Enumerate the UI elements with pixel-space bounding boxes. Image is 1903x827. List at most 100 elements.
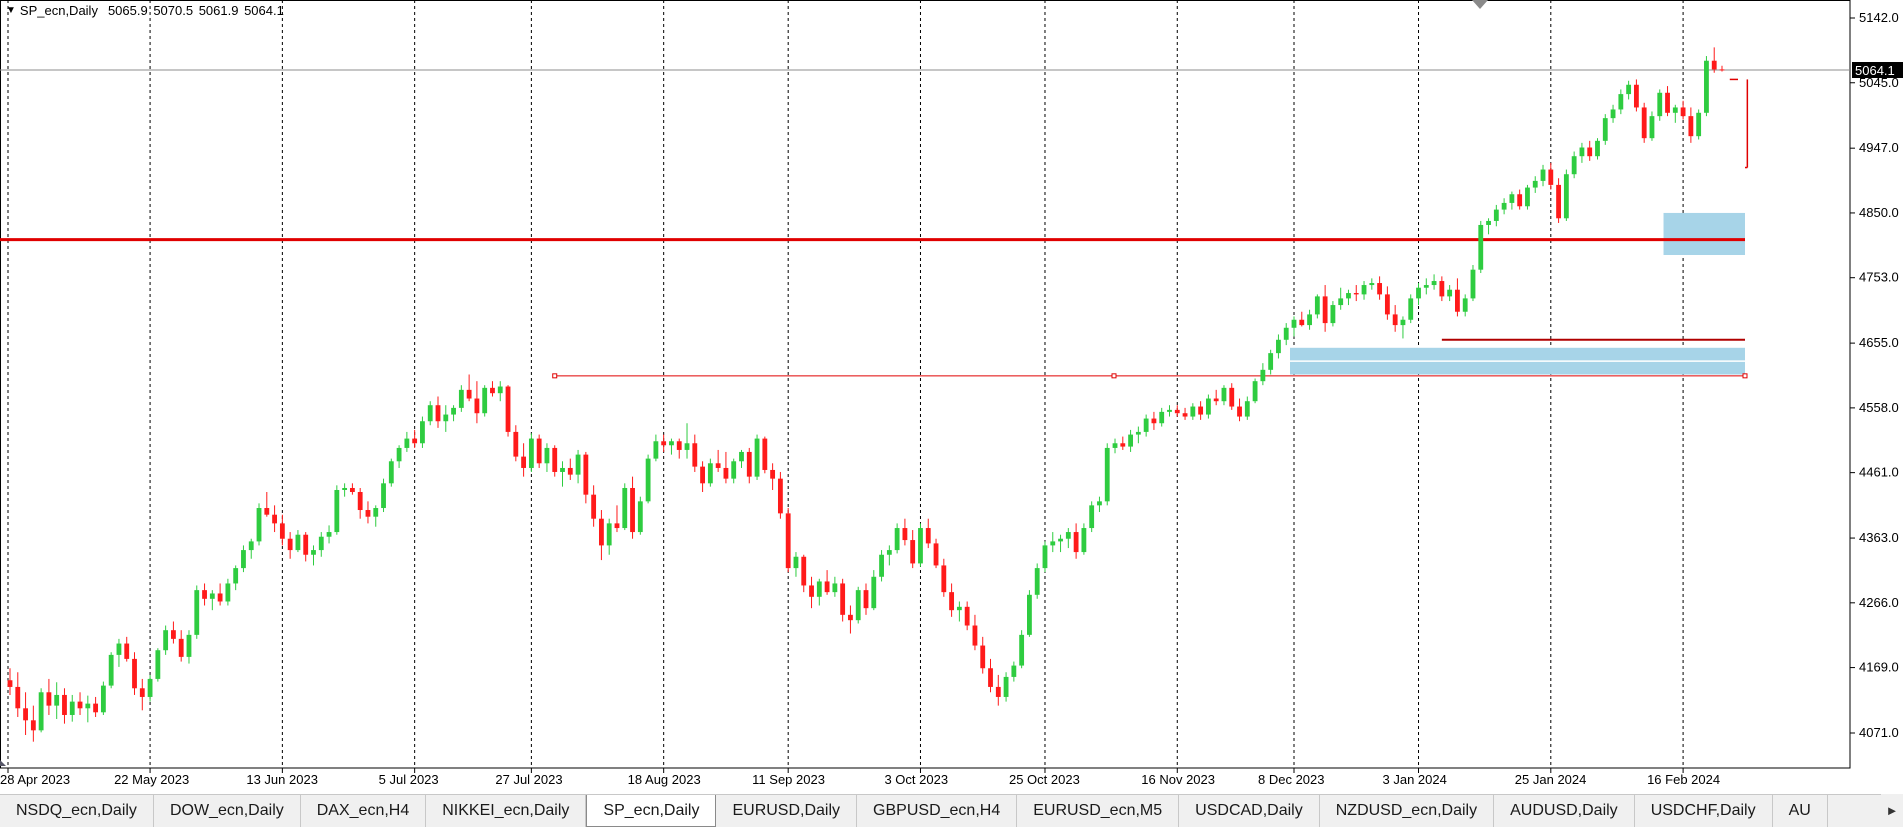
bear-candle[interactable] (46, 692, 52, 706)
bear-candle[interactable] (1439, 281, 1445, 297)
bear-candle[interactable] (949, 592, 955, 611)
bull-candle[interactable] (1081, 528, 1087, 553)
tab-usdchf-daily[interactable]: USDCHF,Daily (1635, 795, 1773, 827)
bull-candle[interactable] (894, 528, 900, 551)
bull-candle[interactable] (209, 593, 215, 599)
bear-candle[interactable] (178, 638, 184, 657)
bear-candle[interactable] (30, 720, 36, 731)
bull-candle[interactable] (1338, 298, 1344, 306)
bear-candle[interactable] (1587, 147, 1593, 157)
tab-eurusd-ecn-m5[interactable]: EURUSD_ecn,M5 (1017, 795, 1180, 827)
bear-candle[interactable] (15, 686, 21, 709)
bear-candle[interactable] (583, 454, 589, 495)
bull-candle[interactable] (754, 438, 760, 477)
bull-candle[interactable] (342, 487, 348, 490)
bull-candle[interactable] (1447, 289, 1453, 297)
bull-candle[interactable] (1330, 305, 1336, 324)
bear-candle[interactable] (723, 467, 729, 479)
bull-candle[interactable] (38, 692, 44, 731)
bear-candle[interactable] (941, 565, 947, 593)
bull-candle[interactable] (381, 483, 386, 509)
bear-candle[interactable] (785, 513, 791, 569)
tab-nikkei-ecn-daily[interactable]: NIKKEI_ecn,Daily (426, 795, 587, 827)
bear-candle[interactable] (349, 487, 355, 492)
bear-candle[interactable] (1711, 60, 1717, 70)
bull-candle[interactable] (155, 650, 161, 679)
bull-candle[interactable] (1089, 505, 1095, 529)
bull-candle[interactable] (1361, 285, 1367, 295)
chart-shift-marker-icon[interactable] (1472, 0, 1488, 9)
bear-candle[interactable] (23, 708, 28, 721)
bull-candle[interactable] (248, 541, 254, 551)
bull-candle[interactable] (147, 678, 153, 697)
bear-candle[interactable] (910, 540, 916, 564)
bear-candle[interactable] (661, 441, 667, 446)
bear-candle[interactable] (279, 523, 285, 539)
bull-candle[interactable] (100, 685, 106, 713)
tab-nzdusd-ecn-daily[interactable]: NZDUSD_ecn,Daily (1320, 795, 1495, 827)
bull-candle[interactable] (256, 508, 262, 542)
bull-candle[interactable] (1314, 296, 1320, 315)
bear-candle[interactable] (505, 386, 511, 432)
bear-candle[interactable] (801, 556, 807, 586)
bear-candle[interactable] (490, 387, 495, 394)
bear-candle[interactable] (995, 686, 1001, 697)
bull-candle[interactable] (1019, 634, 1025, 666)
bull-candle[interactable] (879, 554, 884, 577)
bear-candle[interactable] (1455, 289, 1460, 312)
bear-candle[interactable] (1633, 84, 1639, 108)
bear-candle[interactable] (567, 467, 573, 475)
bull-candle[interactable] (575, 454, 581, 475)
bear-candle[interactable] (848, 614, 853, 621)
bull-candle[interactable] (1135, 431, 1141, 435)
bull-candle[interactable] (1190, 406, 1196, 417)
chart-area[interactable]: 28 Apr 2023 22 May 2023 13 Jun 2023 5 Jul 2… (0, 0, 1903, 790)
bear-candle[interactable] (1073, 532, 1079, 553)
bull-candle[interactable] (163, 630, 169, 651)
bull-candle[interactable] (1696, 112, 1702, 137)
bull-candle[interactable] (1065, 532, 1071, 539)
bull-candle[interactable] (1260, 369, 1266, 382)
bear-candle[interactable] (972, 625, 978, 646)
bear-candle[interactable] (1517, 194, 1523, 207)
bull-candle[interactable] (1657, 92, 1663, 117)
bear-candle[interactable] (1392, 314, 1398, 326)
bear-candle[interactable] (1556, 184, 1561, 219)
bear-candle[interactable] (139, 688, 145, 697)
bear-candle[interactable] (521, 456, 527, 468)
bull-candle[interactable] (653, 441, 659, 459)
bull-candle[interactable] (1027, 594, 1032, 635)
bull-candle[interactable] (1602, 118, 1608, 141)
tab-usdcad-daily[interactable]: USDCAD,Daily (1179, 795, 1320, 827)
bear-candle[interactable] (692, 443, 698, 467)
bear-candle[interactable] (272, 514, 277, 524)
bear-candle[interactable] (700, 466, 705, 484)
bear-candle[interactable] (1353, 293, 1359, 295)
bear-candle[interactable] (964, 606, 970, 626)
bear-candle[interactable] (171, 630, 176, 639)
bull-candle[interactable] (707, 463, 713, 484)
tab-eurusd-daily[interactable]: EURUSD,Daily (716, 795, 858, 827)
bull-candle[interactable] (1003, 676, 1009, 697)
bull-candle[interactable] (1626, 84, 1632, 95)
tab-sp-ecn-daily[interactable]: SP_ecn,Daily (586, 795, 717, 827)
bull-candle[interactable] (326, 532, 332, 537)
bear-candle[interactable] (1688, 116, 1694, 137)
bear-candle[interactable] (777, 478, 783, 514)
bear-candle[interactable] (809, 585, 814, 597)
bull-candle[interactable] (458, 389, 464, 408)
bear-candle[interactable] (1151, 418, 1157, 424)
bear-candle[interactable] (1377, 283, 1383, 295)
bear-candle[interactable] (62, 694, 67, 715)
bull-candle[interactable] (404, 438, 410, 448)
bear-candle[interactable] (217, 593, 223, 602)
bear-candle[interactable] (202, 590, 207, 599)
bull-candle[interactable] (1400, 319, 1406, 326)
bear-candle[interactable] (1198, 406, 1204, 415)
bull-candle[interactable] (606, 523, 612, 546)
bull-candle[interactable] (669, 441, 674, 446)
bull-candle[interactable] (1486, 220, 1491, 225)
bull-candle[interactable] (1143, 418, 1149, 432)
bull-candle[interactable] (918, 528, 923, 564)
bull-candle[interactable] (1532, 180, 1538, 188)
